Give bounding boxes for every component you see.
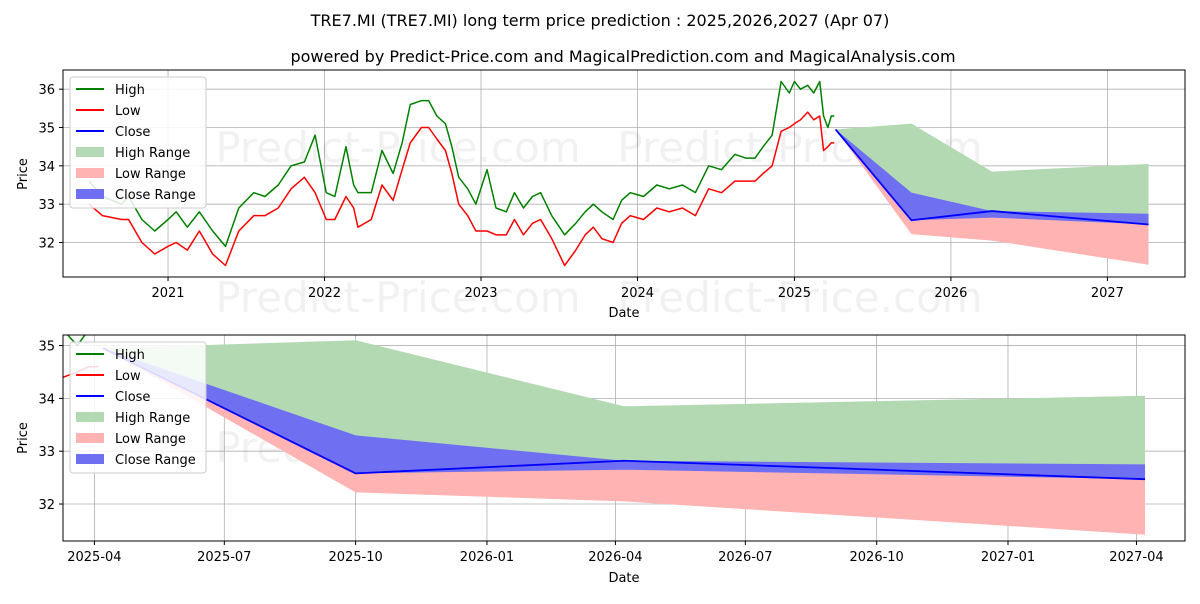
plot-frame-top [62,69,1186,278]
plot-frame-bottom [62,334,1186,542]
series-top [88,80,1149,267]
legend-close-range-label: Close Range [115,453,196,468]
series-clip [88,80,1149,267]
x-ticks-top: 2021 2022 2023 2024 2025 2026 2027 [151,277,1124,301]
x-tick-label: 2023 [464,286,497,301]
legend-high-range-swatch [76,412,104,422]
x-tick-label: 2026-07 [718,550,772,565]
x-tick-label: 2025-10 [328,550,382,565]
x-axis-label-top: Date [608,306,639,321]
legend-high-range-swatch [76,147,104,157]
y-ticks-bottom: 32 33 34 35 [38,340,63,513]
low-range-band [102,348,1146,535]
y-axis-label-top: Price [16,158,31,190]
legend-low-range-swatch [76,433,104,443]
legend-low-label: Low [115,369,141,384]
x-tick-label: 2026-04 [588,550,642,565]
legend-close-range-swatch [76,189,104,199]
low-line [88,111,835,267]
y-ticks-top: 32 33 34 35 36 [38,83,63,252]
series-clip [63,335,1146,535]
chart-title: TRE7.MI (TRE7.MI) long term price predic… [310,11,890,30]
y-tick-label: 33 [38,198,55,213]
x-tick-label: 2022 [308,286,341,301]
legend-low-range-swatch [76,168,104,178]
x-tick-label: 2026-10 [850,550,904,565]
y-axis-label-bottom: Price [16,422,31,454]
legend-close-label: Close [115,390,150,405]
x-tick-label: 2021 [151,286,184,301]
legend-bottom: High Low Close High Range Low Range Close Ran… [69,341,207,474]
close-forecast-line [102,347,1146,481]
x-tick-label: 2024 [621,286,654,301]
close-range-band [102,348,1146,480]
x-tick-label: 2027 [1091,286,1124,301]
x-ticks-bottom: 2025-04 2025-07 2025-10 2026-01 2026-04 2026-… [67,541,1164,565]
x-tick-label: 2026-01 [460,550,514,565]
x-axis-label-bottom: Date [608,571,639,586]
legend-high-range-label: High Range [115,411,190,426]
y-tick-label: 35 [38,340,55,355]
legend-high-label: High [115,348,145,363]
legend-close-range-label: Close Range [115,188,196,203]
y-tick-label: 36 [38,83,55,98]
legend-high-label: High [115,83,145,98]
watermark: Predict-Price.com [215,123,580,172]
x-tick-label: 2025 [778,286,811,301]
watermark: Predict-Price.com [215,273,580,322]
y-tick-label: 33 [38,445,55,460]
legend-low-range-label: Low Range [115,432,186,447]
y-tick-label: 32 [38,237,55,252]
close-range-band [835,129,1149,225]
legend-low-range-label: Low Range [115,167,186,182]
series-bottom [63,335,1146,535]
legend-close-range-swatch [76,454,104,464]
x-tick-label: 2026 [934,286,967,301]
y-tick-label: 34 [38,160,55,175]
forecast-zoom-panel: Predict-Price.com Predict-Price.com 2025… [16,334,1186,586]
long-term-panel: Predict-Price.com Predict-Price.com Pred… [16,69,1186,322]
x-tick-label: 2025-04 [67,550,121,565]
chart-subtitle: powered by Predict-Price.com and Magical… [290,47,955,66]
watermark: Predict-Price.com [617,273,982,322]
legend-low-label: Low [115,104,141,119]
high-line [88,80,835,248]
y-tick-label: 34 [38,392,55,407]
x-tick-label: 2027-04 [1109,550,1163,565]
x-tick-label: 2027-01 [981,550,1035,565]
legend-top: High Low Close High Range Low Range Close Ran… [69,76,207,209]
y-tick-label: 32 [38,498,55,513]
close-forecast-line [834,128,1149,226]
legend-high-range-label: High Range [115,146,190,161]
low-range-band [835,129,1149,265]
x-tick-label: 2025-07 [197,550,251,565]
legend-close-label: Close [115,125,150,140]
y-tick-label: 35 [38,122,55,137]
